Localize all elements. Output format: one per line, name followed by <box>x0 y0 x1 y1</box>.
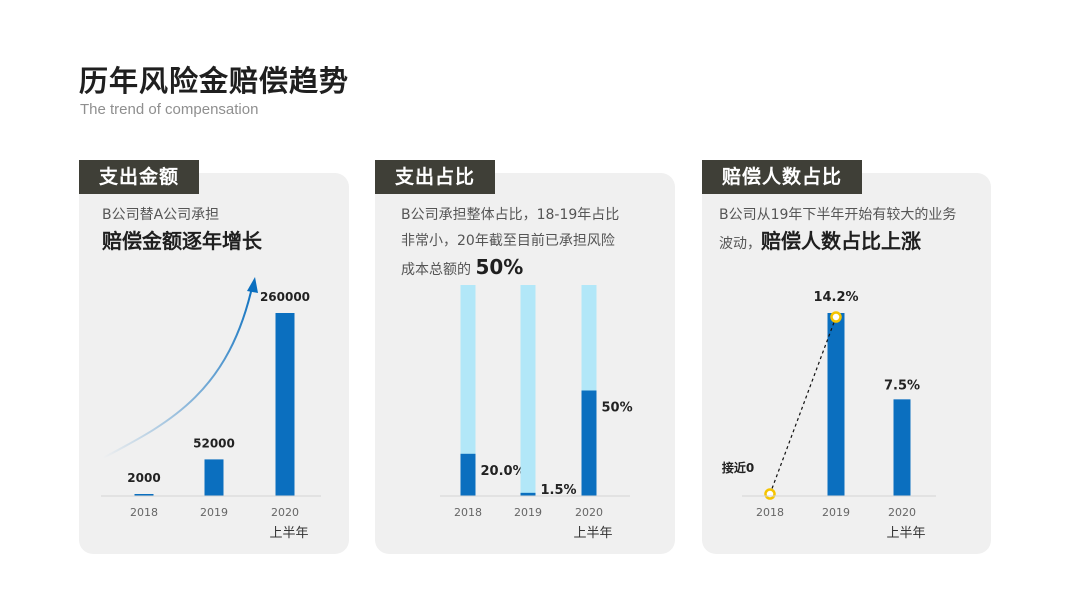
data-label: 14.2% <box>813 290 858 305</box>
data-point-marker <box>764 488 776 500</box>
bar-background <box>520 285 536 496</box>
desc-line-2: 波动，赔偿人数占比上涨 <box>719 228 956 257</box>
panel-card-people <box>702 173 991 554</box>
trend-line <box>769 316 837 495</box>
x-tick-label: 2018 <box>756 506 784 519</box>
desc-line: 非常小，20年截至目前已承担风险 <box>401 233 615 249</box>
panel-label-amount: 支出金额 <box>79 160 200 194</box>
bar-background <box>460 285 476 496</box>
bar <box>275 313 295 496</box>
desc-text: 波动， <box>719 236 761 252</box>
page-title: 历年风险金赔偿趋势 <box>79 64 350 98</box>
x-tick-label: 2020 <box>888 506 916 519</box>
bar <box>204 459 224 496</box>
x-tick-label: 2019 <box>514 506 542 519</box>
growth-arrow-curve <box>102 282 254 459</box>
x-tick-label: 2018 <box>130 506 158 519</box>
x-tick-label: 2019 <box>200 506 228 519</box>
chart-people: 接近0 14.2% 7.5% 2018 2019 2020 上半年 <box>722 290 936 541</box>
panel-label-people: 赔偿人数占比 <box>702 160 863 194</box>
desc-line-3: 成本总额的 50% <box>401 254 619 283</box>
data-label: 52000 <box>193 436 235 450</box>
growth-arrow-head <box>247 277 258 293</box>
data-label: 2000 <box>127 471 160 485</box>
desc-line: B公司替A公司承担 <box>102 207 220 223</box>
x-tick-label: 2020 <box>271 506 299 519</box>
panel-desc-amount: B公司替A公司承担 赔偿金额逐年增长 <box>102 202 262 254</box>
bar <box>460 453 476 496</box>
bar <box>893 399 911 496</box>
data-label: 1.5% <box>541 483 577 498</box>
panel-label-share: 支出占比 <box>375 160 496 194</box>
chart-share: 20.0% 1.5% 50% 2018 2019 2020 上半年 <box>440 285 633 541</box>
desc-emphasis: 赔偿人数占比上涨 <box>761 229 921 253</box>
desc-text: 成本总额的 <box>401 262 471 278</box>
desc-emphasis: 50% <box>475 255 524 279</box>
panel-desc-share: B公司承担整体占比，18-19年占比 非常小，20年截至目前已承担风险 成本总额… <box>401 202 619 283</box>
bar <box>134 494 154 496</box>
data-point-marker <box>830 311 842 323</box>
bar <box>827 313 845 496</box>
x-tick-sublabel: 上半年 <box>269 526 308 541</box>
bar <box>581 390 597 496</box>
data-label: 260000 <box>260 290 310 304</box>
x-tick-label: 2020 <box>575 506 603 519</box>
desc-line: B公司从19年下半年开始有较大的业务 <box>719 207 957 223</box>
desc-emphasis: 赔偿金额逐年增长 <box>102 229 262 253</box>
x-tick-label: 2018 <box>454 506 482 519</box>
desc-line: B公司承担整体占比，18-19年占比 <box>401 207 620 223</box>
data-label: 20.0% <box>481 464 526 479</box>
x-tick-sublabel: 上半年 <box>886 526 925 541</box>
x-tick-sublabel: 上半年 <box>573 526 612 541</box>
data-label: 7.5% <box>884 378 920 393</box>
data-label: 50% <box>602 401 633 416</box>
x-tick-label: 2019 <box>822 506 850 519</box>
panel-desc-people: B公司从19年下半年开始有较大的业务 波动，赔偿人数占比上涨 <box>719 202 956 257</box>
data-label: 接近0 <box>722 460 754 475</box>
chart-amount: 2000 52000 260000 2018 2019 2020 上半年 <box>101 277 321 541</box>
page-subtitle: The trend of compensation <box>80 101 259 118</box>
bar <box>520 492 536 496</box>
